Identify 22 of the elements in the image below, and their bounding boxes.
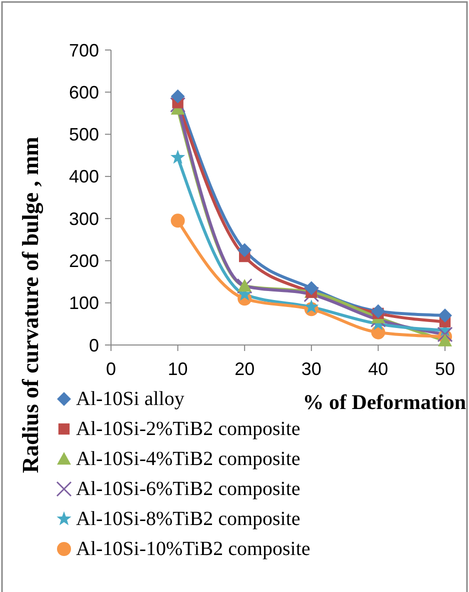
x-tick-label: 0: [106, 359, 116, 379]
legend-label: Al-10Si-8%TiB2 composite: [76, 508, 300, 530]
y-axis-title: Radius of curvature of bulge , mm: [18, 136, 44, 474]
x-tick-label: 40: [368, 359, 388, 379]
y-tick-label: 600: [68, 82, 99, 102]
y-tick-label: 0: [88, 335, 99, 356]
y-tick-label: 200: [68, 251, 99, 272]
legend-label: Al-10Si-6%TiB2 composite: [76, 478, 300, 500]
legend-label: Al-10Si-10%TiB2 composite: [76, 538, 310, 560]
y-tick-label: 300: [68, 208, 99, 229]
legend-label: Al-10Si alloy: [76, 388, 184, 410]
x-tick-label: 10: [168, 359, 188, 379]
y-tick-label: 700: [68, 40, 99, 60]
legend-label: Al-10Si-4%TiB2 composite: [76, 448, 300, 470]
x-tick-label: 20: [234, 359, 255, 379]
x-axis-title: % of Deformation: [302, 390, 466, 414]
y-tick-label: 100: [68, 293, 99, 314]
y-tick-label: 500: [68, 124, 99, 145]
x-tick-label: 30: [301, 359, 322, 379]
y-tick-label: 400: [68, 166, 99, 187]
x-tick-label: 50: [434, 359, 456, 379]
legend-label: Al-10Si-2%TiB2 composite: [76, 418, 300, 440]
